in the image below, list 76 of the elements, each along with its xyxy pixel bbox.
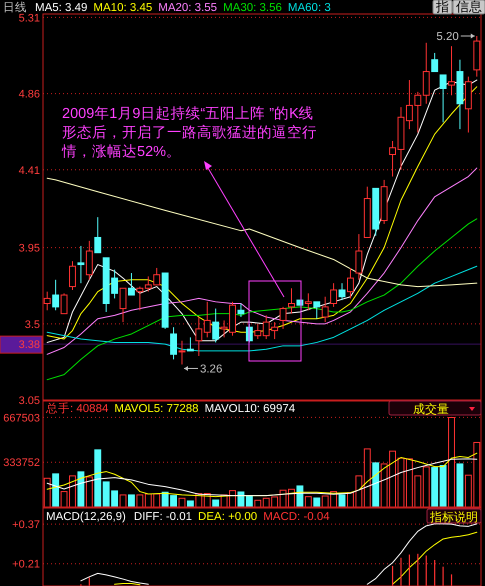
candlestick (153, 267, 160, 286)
line-series (46, 168, 478, 355)
text: MA20: 3.55 (158, 2, 218, 14)
bar (296, 485, 304, 507)
candlestick (128, 272, 135, 296)
candlestick (186, 336, 194, 352)
candlestick (288, 288, 295, 314)
bar (186, 500, 194, 507)
candlestick (86, 240, 93, 280)
text: MA30: 3.56 (223, 2, 282, 14)
text: DEA: +0.00 (198, 511, 258, 523)
line-series (46, 178, 478, 288)
y-tick-label: 4.41 (18, 164, 40, 177)
y-tick-label: +0.21 (12, 558, 40, 571)
bar (52, 473, 60, 507)
candlestick (170, 326, 178, 360)
line-series (46, 266, 478, 352)
annotation: 5.20 (436, 31, 459, 44)
text: MA10: 3.45 (93, 2, 152, 14)
text: 总手: 40884 (45, 401, 109, 415)
bar (313, 498, 320, 507)
candlestick (52, 279, 60, 311)
bar (212, 500, 220, 507)
candlestick (254, 323, 262, 340)
candlestick (346, 267, 354, 299)
candlestick (355, 234, 362, 280)
ref-line-label: 3.38 (18, 339, 40, 352)
chart-title: 日线 (3, 1, 27, 14)
annotation: 指标说明 (429, 510, 478, 524)
candlestick (338, 282, 346, 301)
text: MAVOL5: 77288 (114, 403, 199, 415)
candlestick (304, 292, 312, 311)
bar (456, 463, 464, 507)
y-tick-label: 667503 (3, 412, 40, 424)
candlestick (77, 245, 84, 284)
text: MAVOL10: 69974 (204, 403, 296, 415)
candlestick (322, 296, 329, 323)
candlestick (237, 303, 244, 318)
y-tick-label: 4.86 (18, 88, 40, 101)
candlestick (440, 74, 447, 123)
y-tick-label: 333752 (3, 457, 40, 470)
candlestick (60, 292, 68, 314)
bar (77, 471, 84, 507)
bar (304, 496, 312, 507)
bar (86, 476, 93, 507)
line-series (46, 218, 478, 380)
text: MA5: 3.49 (35, 2, 88, 14)
candlestick (330, 282, 338, 308)
y-tick-label: 5.31 (18, 12, 40, 24)
bar (178, 498, 186, 507)
annotation: 2009年1月9日起持续“五阳上阵 ”的K线形态后，开启了一路高歌猛进的逼空行情，涨幅达52%。 (61, 105, 317, 160)
candlestick (212, 308, 220, 343)
candlestick (431, 52, 438, 72)
annotation: 成交量 (413, 402, 449, 416)
candlestick (313, 301, 320, 320)
text: DIFF: -0.01 (134, 511, 192, 523)
bar (120, 494, 126, 507)
annotation: 3.26 (200, 363, 222, 376)
y-tick-label: 3.5 (24, 318, 40, 331)
text: MACD: -0.04 (263, 511, 330, 523)
text: MA60: 3 (288, 2, 331, 14)
bar (128, 494, 135, 507)
candlestick (120, 288, 126, 323)
candlestick (69, 260, 76, 290)
y-tick-label: +0.37 (12, 519, 40, 532)
bar (338, 494, 346, 507)
candlestick (44, 291, 51, 311)
y-tick-label: 3.95 (18, 242, 40, 255)
candlestick (178, 340, 186, 365)
candlestick (94, 216, 102, 254)
chart-title: MACD(12,26,9) (46, 511, 126, 523)
candlestick (448, 46, 455, 96)
annotation: 信息 (456, 0, 482, 14)
y-tick-label: 3.05 (18, 395, 40, 407)
bar (448, 417, 455, 507)
candlestick (280, 306, 287, 330)
